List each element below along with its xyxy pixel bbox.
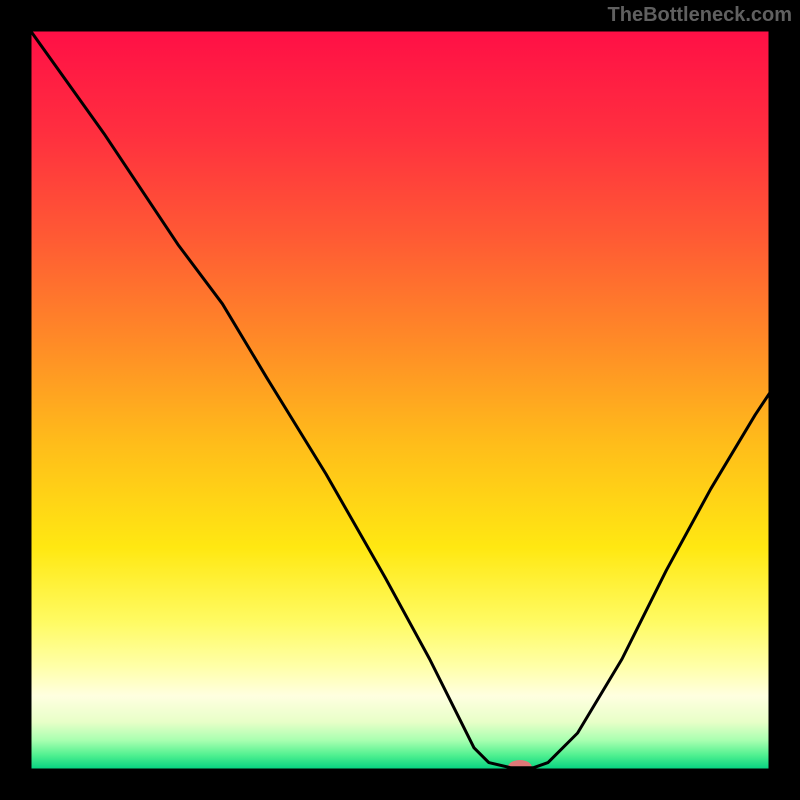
attribution-label: TheBottleneck.com bbox=[608, 4, 792, 27]
bottleneck-chart bbox=[0, 0, 800, 800]
plot-background bbox=[30, 30, 770, 770]
chart-container: TheBottleneck.com bbox=[0, 0, 800, 800]
